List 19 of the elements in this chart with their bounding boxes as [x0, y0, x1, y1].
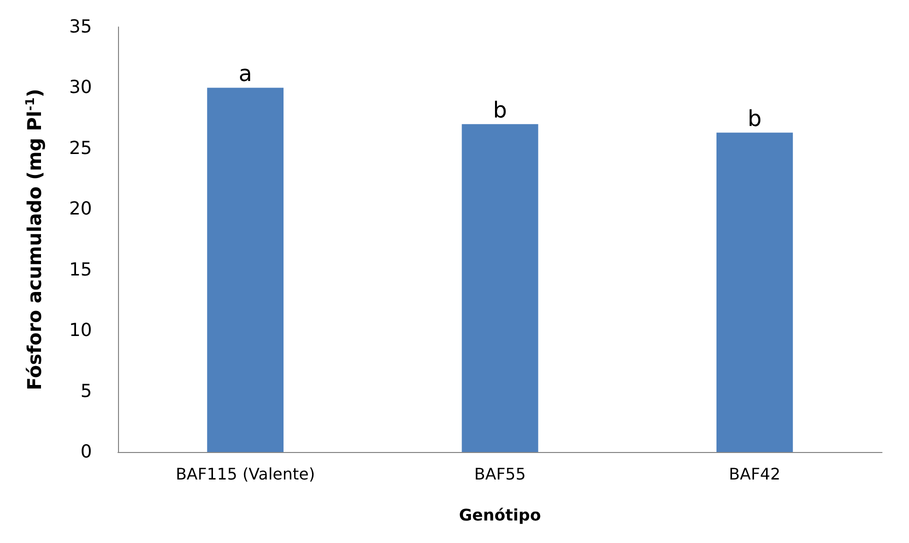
- x-axis-title: Genótipo: [459, 506, 541, 524]
- y-tick-label: 35: [69, 16, 92, 38]
- y-tick-label: 20: [69, 198, 92, 220]
- x-tick-label: BAF55: [474, 464, 526, 484]
- y-tick-label: 0: [80, 442, 92, 462]
- y-tick-label: 10: [69, 320, 92, 342]
- bar: [716, 132, 793, 452]
- y-tick-label: 5: [80, 380, 92, 402]
- annotation: b: [493, 98, 507, 124]
- annotation: b: [748, 107, 762, 132]
- x-tick-label: BAF115 (Valente): [176, 464, 315, 484]
- annotation: a: [238, 62, 252, 88]
- bar: [207, 88, 284, 452]
- y-tick-label: 30: [69, 77, 92, 98]
- x-tick-label: BAF42: [728, 464, 780, 484]
- y-tick-label: 25: [69, 138, 92, 159]
- bar: [462, 124, 538, 452]
- y-tick-label: 15: [69, 259, 92, 280]
- y-axis-title: Fósforo acumulado (mg Pl-1): [23, 88, 46, 390]
